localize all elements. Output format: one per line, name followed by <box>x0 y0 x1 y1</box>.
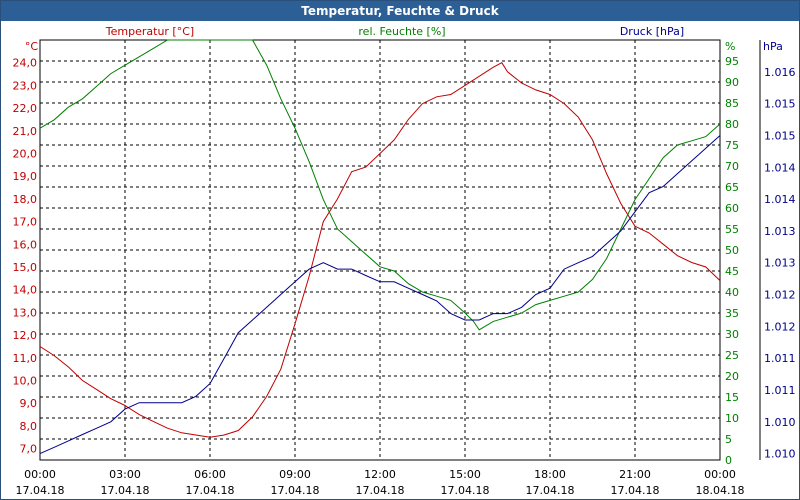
temp-tick-label: 23,0 <box>13 79 38 92</box>
humidity-tick-label: 95 <box>725 55 739 68</box>
pressure-axis-label: Druck [hPa] <box>620 25 684 38</box>
x-tick-date: 17.04.18 <box>441 484 490 497</box>
humidity-axis-label: rel. Feuchte [%] <box>358 25 445 38</box>
temp-tick-label: 12,0 <box>13 329 38 342</box>
x-tick-date: 18.04.18 <box>696 484 745 497</box>
temp-tick-label: 19,0 <box>13 170 38 183</box>
x-tick-labels: 00:00 17.04.18 03:00 17.04.18 06:00 17.04.18 0… <box>16 468 745 497</box>
window-title: Temperatur, Feuchte & Druck <box>1 1 799 21</box>
pressure-tick-label: 1.010 <box>764 416 796 429</box>
pressure-tick-label: 1.014 <box>764 193 796 206</box>
x-tick-date: 17.04.18 <box>271 484 320 497</box>
humidity-tick-label: 10 <box>725 412 739 425</box>
series-lines <box>39 39 721 455</box>
x-tick-time: 18:00 <box>534 468 566 481</box>
humidity-tick-label: 50 <box>725 244 739 257</box>
temp-tick-label: 15,0 <box>13 261 38 274</box>
x-tick-date: 17.04.18 <box>101 484 150 497</box>
humidity-tick-label: 90 <box>725 76 739 89</box>
temp-tick-label: 16,0 <box>13 238 38 251</box>
x-tick-time: 00:00 <box>24 468 56 481</box>
x-tick-time: 21:00 <box>619 468 651 481</box>
temp-tick-label: 11,0 <box>13 352 38 365</box>
humidity-tick-label: 30 <box>725 328 739 341</box>
x-tick-date: 17.04.18 <box>16 484 65 497</box>
temperature-line <box>39 62 721 438</box>
humidity-tick-label: 85 <box>725 97 739 110</box>
x-tick-date: 17.04.18 <box>611 484 660 497</box>
humidity-tick-label: 20 <box>725 370 739 383</box>
humidity-tick-label: 25 <box>725 349 739 362</box>
pressure-tick-label: 1.014 <box>764 161 796 174</box>
pressure-tick-label: 1.015 <box>764 98 796 111</box>
x-tick-date: 17.04.18 <box>186 484 235 497</box>
pressure-tick-label: 1.011 <box>764 384 796 397</box>
humidity-tick-label: 60 <box>725 202 739 215</box>
humidity-tick-label: 40 <box>725 286 739 299</box>
temp-tick-label: 20,0 <box>13 148 38 161</box>
pressure-tick-label: 1.013 <box>764 257 796 270</box>
humidity-tick-label: 15 <box>725 391 739 404</box>
x-tick-time: 12:00 <box>364 468 396 481</box>
temp-tick-label: 9,0 <box>20 397 38 410</box>
temp-tick-label: 18,0 <box>13 193 38 206</box>
humidity-tick-label: 70 <box>725 160 739 173</box>
humidity-unit-label: % <box>725 40 735 53</box>
x-tick-time: 03:00 <box>109 468 141 481</box>
pressure-tick-label: 1.010 <box>764 448 796 461</box>
temp-tick-label: 24,0 <box>13 57 38 70</box>
humidity-tick-label: 55 <box>725 223 739 236</box>
humidity-tick-label: 45 <box>725 265 739 278</box>
grid <box>39 39 761 461</box>
temp-unit-label: °C <box>25 40 39 53</box>
pressure-tick-label: 1.015 <box>764 129 796 142</box>
humidity-tick-label: 65 <box>725 181 739 194</box>
temp-tick-label: 10,0 <box>13 375 38 388</box>
temp-tick-label: 7,0 <box>20 443 38 456</box>
temp-tick-label: 8,0 <box>20 420 38 433</box>
pressure-unit-label: hPa <box>763 40 783 53</box>
pressure-tick-label: 1.016 <box>764 66 796 79</box>
humidity-tick-label: 5 <box>725 433 732 446</box>
x-tick-time: 09:00 <box>279 468 311 481</box>
pressure-line <box>39 135 721 455</box>
x-tick-time: 06:00 <box>194 468 226 481</box>
humidity-tick-label: 80 <box>725 118 739 131</box>
humidity-tick-label: 35 <box>725 307 739 320</box>
humidity-line <box>39 39 721 331</box>
temp-tick-label: 13,0 <box>13 306 38 319</box>
temp-tick-label: 22,0 <box>13 102 38 115</box>
x-tick-date: 17.04.18 <box>526 484 575 497</box>
humidity-tick-label: 0 <box>725 454 732 467</box>
temp-tick-label: 21,0 <box>13 125 38 138</box>
x-tick-time: 00:00 <box>704 468 736 481</box>
pressure-tick-label: 1.011 <box>764 352 796 365</box>
x-tick-date: 17.04.18 <box>356 484 405 497</box>
pressure-tick-label: 1.013 <box>764 225 796 238</box>
x-tick-time: 15:00 <box>449 468 481 481</box>
pressure-tick-label: 1.012 <box>764 320 796 333</box>
temp-tick-label: 17,0 <box>13 216 38 229</box>
temp-tick-label: 14,0 <box>13 284 38 297</box>
tick-labels: 7,0 8,0 9,0 10,0 11,0 12,0 13,0 14,0 15,0 16,0 17,… <box>13 55 796 467</box>
temp-axis-label: Temperatur [°C] <box>105 25 194 38</box>
humidity-tick-label: 75 <box>725 139 739 152</box>
pressure-tick-label: 1.012 <box>764 289 796 302</box>
